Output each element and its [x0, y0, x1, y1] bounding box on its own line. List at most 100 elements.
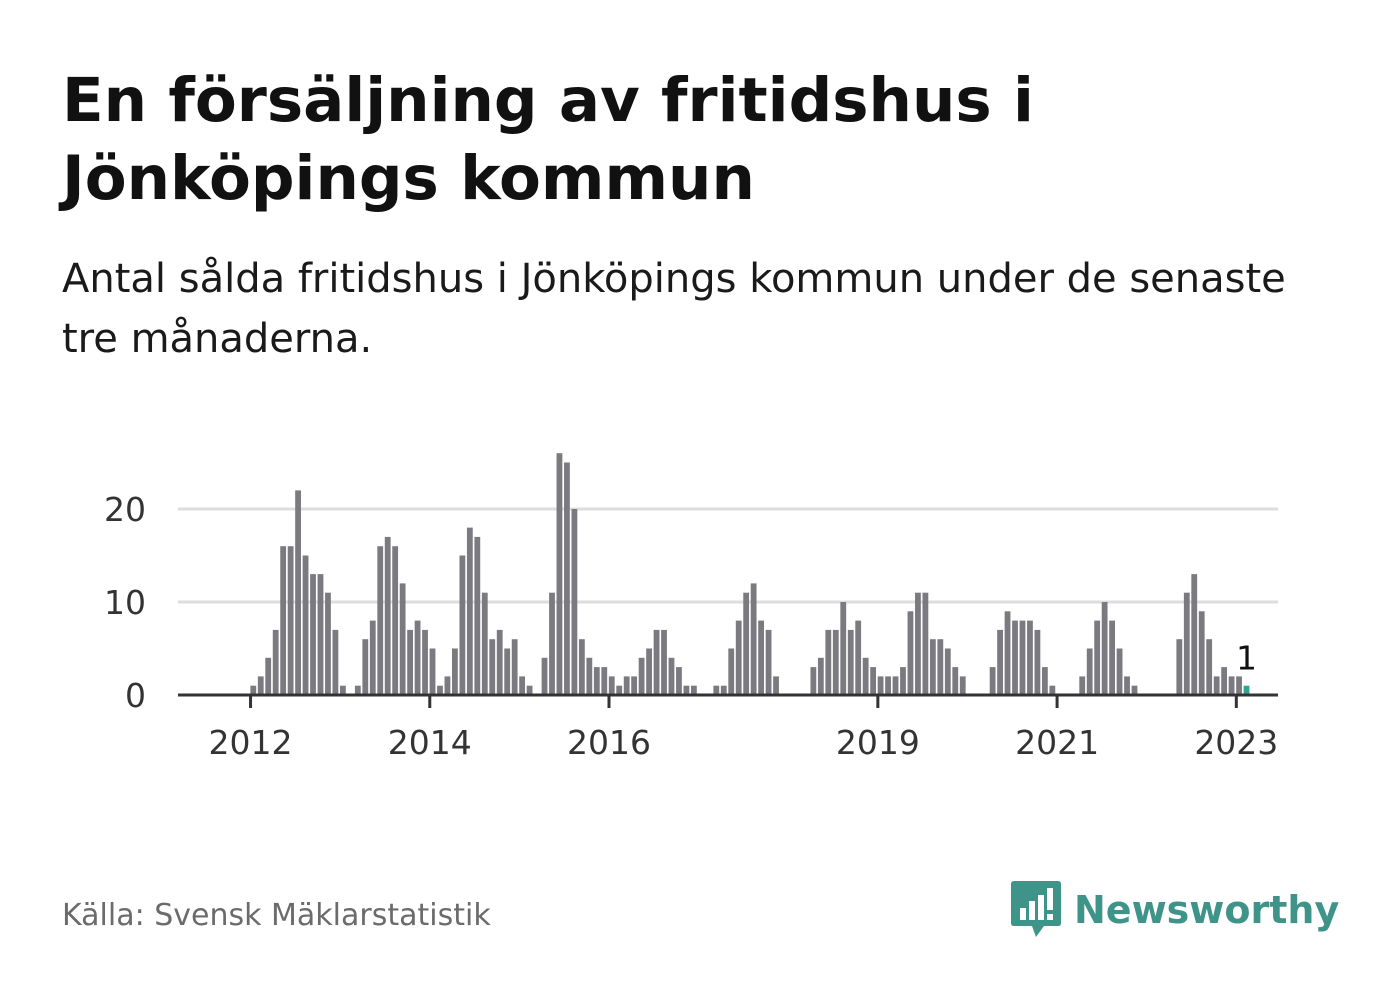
bar: [944, 648, 951, 695]
source-note: Källa: Svensk Mäklarstatistik: [62, 898, 491, 933]
bar: [1116, 648, 1123, 695]
bar: [952, 667, 959, 695]
bar: [1109, 620, 1115, 695]
x-tick-label-2021: 2021: [1015, 723, 1099, 762]
bar: [511, 639, 518, 695]
bar: [317, 574, 324, 695]
bar: [601, 667, 608, 695]
bar: [369, 620, 376, 695]
bar: [564, 462, 570, 695]
bar: [489, 639, 496, 695]
bar: [1019, 620, 1026, 695]
bar: [444, 676, 451, 695]
bar: [295, 490, 301, 695]
bar: [1049, 685, 1056, 695]
bar: [1191, 574, 1198, 695]
bar: [1124, 676, 1130, 695]
bar: [1094, 620, 1101, 695]
bar: [690, 685, 697, 695]
bar: [668, 657, 675, 695]
bar: [474, 536, 481, 695]
bar: [578, 639, 585, 695]
bar: [407, 629, 413, 695]
bar: [997, 629, 1003, 695]
bar: [646, 648, 652, 695]
bar: [504, 648, 511, 695]
bar: [310, 574, 316, 695]
page-title: En försäljning av fritidshus i Jönköping…: [62, 65, 1034, 214]
bar: [496, 629, 503, 695]
bar: [250, 685, 257, 695]
bar: [362, 639, 369, 695]
bar: [870, 667, 877, 695]
bar: [1131, 685, 1138, 695]
bar: [638, 657, 645, 695]
bar: [653, 629, 660, 695]
bar: [1213, 676, 1220, 695]
x-tick-label-2023: 2023: [1194, 723, 1278, 762]
bar: [287, 546, 294, 695]
bar: [1086, 648, 1093, 695]
bar: [616, 685, 623, 695]
bar: [377, 546, 384, 695]
bar: [429, 648, 436, 695]
bar: [750, 583, 757, 695]
bar: [840, 602, 847, 695]
bar: [466, 527, 473, 695]
bar: [892, 676, 899, 695]
bar: [862, 657, 869, 695]
bar: [1176, 639, 1183, 695]
bar: [847, 629, 854, 695]
bar: [877, 676, 884, 695]
bar: [459, 555, 466, 695]
bar: [661, 629, 667, 695]
brand-name: Newsworthy: [1074, 888, 1340, 932]
bar: [302, 555, 309, 695]
bar: [265, 657, 272, 695]
bar: [399, 583, 406, 695]
bar: [907, 611, 914, 695]
bar: [810, 667, 817, 695]
bar: [735, 620, 742, 695]
x-tick-label-2016: 2016: [567, 723, 651, 762]
bar: [922, 592, 929, 695]
bar: [414, 620, 421, 695]
bar: [1041, 667, 1048, 695]
bar: [929, 639, 936, 695]
brand[interactable]: Newsworthy: [1010, 878, 1339, 942]
bar: [1101, 602, 1108, 695]
bar: [676, 667, 682, 695]
bar: [1034, 629, 1041, 695]
bar: [832, 629, 839, 695]
y-tick-label-0: 0: [125, 676, 146, 715]
bar: [593, 667, 600, 695]
bar: [743, 592, 750, 695]
bar: [437, 685, 443, 695]
bar: [452, 648, 458, 695]
bar: [1183, 592, 1190, 695]
bar: [354, 685, 361, 695]
bar: [1012, 620, 1018, 695]
bar: [257, 676, 264, 695]
bar: [541, 657, 548, 695]
bar: [1228, 676, 1235, 695]
bar: [1079, 676, 1086, 695]
bar: [325, 592, 331, 695]
x-tick-label-2014: 2014: [388, 723, 472, 762]
bar: [422, 629, 428, 695]
bar: [989, 667, 996, 695]
bar: [758, 620, 764, 695]
bar: [1206, 639, 1213, 695]
bar: [817, 657, 824, 695]
x-tick-label-2012: 2012: [209, 723, 293, 762]
bar: [623, 676, 630, 695]
bar: [1198, 611, 1205, 695]
bar: [683, 685, 690, 695]
bar: [332, 629, 339, 695]
bar: [855, 620, 862, 695]
bar: [280, 546, 287, 695]
bar: [915, 592, 921, 695]
bar: [556, 453, 563, 695]
bar: [272, 629, 279, 695]
bar: [825, 629, 832, 695]
